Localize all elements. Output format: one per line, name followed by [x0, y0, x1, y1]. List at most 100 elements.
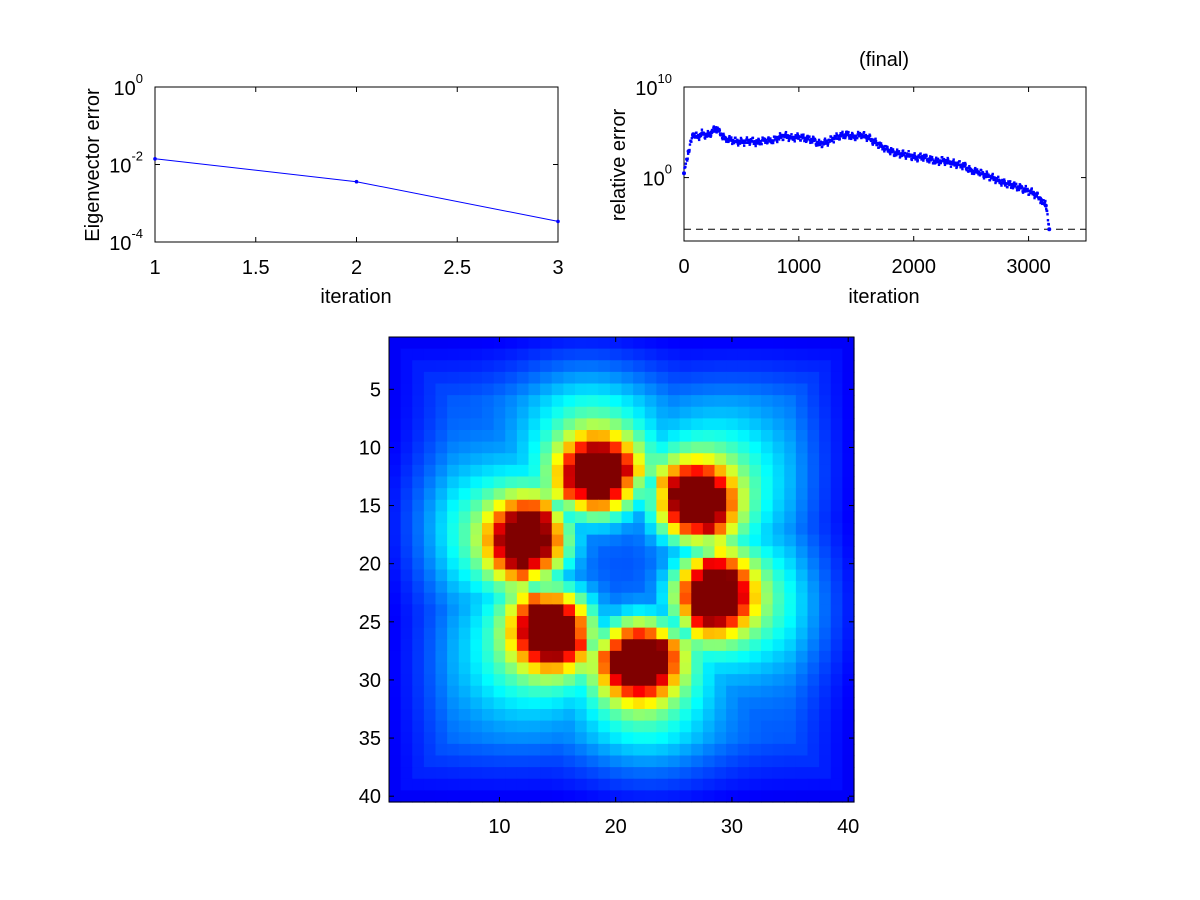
heatmap-cell [749, 557, 762, 571]
heatmap-cell [807, 767, 820, 780]
heatmap-cell [644, 674, 657, 687]
heatmap-cell [609, 790, 623, 803]
heatmap-cell [784, 360, 797, 373]
data-point [906, 155, 909, 158]
heatmap-cell [412, 685, 425, 698]
heatmap-cell [714, 395, 727, 408]
y-tick-label: 40 [359, 786, 381, 808]
heatmap-cell [702, 557, 716, 571]
heatmap-cell [691, 581, 704, 594]
heatmap-cell [447, 743, 460, 757]
heatmap-cell [423, 371, 437, 385]
heatmap-cell [749, 476, 762, 489]
heatmap-cell [761, 348, 774, 361]
heatmap-cell [528, 337, 541, 350]
heatmap-cell [551, 430, 564, 443]
heatmap-cell [586, 337, 599, 350]
heatmap-cell [470, 337, 483, 350]
heatmap-cell [726, 557, 739, 571]
data-point [925, 154, 928, 157]
heatmap-cell [842, 360, 855, 373]
heatmap-cell [586, 650, 599, 664]
heatmap-cell [668, 662, 681, 675]
data-point [951, 163, 954, 166]
data-point [697, 138, 701, 142]
heatmap-cell [702, 720, 716, 733]
data-point [759, 140, 762, 143]
heatmap-cell [516, 360, 530, 373]
heatmap-cell [726, 639, 739, 652]
heatmap-cell [807, 616, 820, 629]
heatmap-cell [726, 546, 739, 559]
heatmap-cell [830, 499, 843, 512]
heatmap-cell [656, 778, 669, 791]
heatmap-cell [435, 488, 448, 501]
data-point [695, 131, 698, 134]
heatmap-cell [795, 709, 809, 722]
heatmap-cell [423, 511, 437, 524]
heatmap-cell [470, 662, 483, 675]
heatmap-cell [656, 523, 669, 536]
heatmap-cell [761, 360, 774, 373]
heatmap-cell [575, 418, 588, 431]
heatmap-cell [830, 604, 843, 617]
data-point [940, 160, 943, 163]
heatmap-cell [761, 581, 774, 594]
heatmap-cell [540, 418, 553, 431]
heatmap-cell [505, 430, 518, 443]
heatmap-cell [598, 743, 611, 757]
heatmap-cell [749, 674, 762, 687]
data-point [718, 127, 721, 131]
heatmap-cell [702, 790, 716, 803]
heatmap-cell [644, 557, 657, 571]
data-point [1024, 187, 1027, 190]
heatmap-cell [482, 430, 495, 443]
heatmap-cell [586, 581, 599, 594]
heatmap-cell [761, 488, 774, 501]
heatmap-cell [423, 383, 437, 396]
heatmap-cell [761, 662, 774, 675]
heatmap-cell [609, 464, 623, 478]
heatmap-cell [679, 430, 692, 443]
heatmap-cell [842, 383, 855, 396]
data-point [1016, 185, 1020, 188]
heatmap-cell [412, 371, 425, 385]
heatmap-cell [505, 464, 518, 478]
heatmap-cell [807, 488, 820, 501]
data-point [1013, 181, 1016, 184]
heatmap-cell [772, 511, 785, 524]
data-point [714, 128, 717, 131]
data-point [1043, 203, 1046, 206]
heatmap-cell [447, 569, 460, 582]
data-point [978, 174, 982, 177]
heatmap-cell [807, 639, 820, 652]
heatmap-cell [482, 674, 495, 687]
data-point [1017, 186, 1020, 190]
heatmap-cell [761, 499, 774, 512]
heatmap-cell [470, 569, 483, 582]
data-point [739, 136, 743, 140]
heatmap-cell [830, 337, 843, 350]
heatmap-cell [807, 430, 820, 443]
heatmap-cell [412, 348, 425, 361]
heatmap-cell [540, 383, 553, 396]
y-tick-label: 20 [359, 554, 381, 576]
heatmap-cell [784, 511, 797, 524]
heatmap-cell [644, 430, 657, 443]
heatmap-cell [575, 534, 588, 547]
heatmap-cell [807, 511, 820, 524]
heatmap-cell [505, 592, 518, 605]
heatmap-cell [551, 523, 564, 536]
heatmap-cell [830, 650, 843, 664]
data-point [732, 141, 736, 145]
heatmap-cell [772, 383, 785, 396]
heatmap-cell [598, 732, 611, 745]
data-point [927, 157, 930, 160]
heatmap-cell [435, 627, 448, 640]
heatmap-cell [400, 453, 413, 466]
heatmap-cell [482, 627, 495, 640]
data-point [761, 136, 764, 139]
heatmap-cell [586, 743, 599, 757]
